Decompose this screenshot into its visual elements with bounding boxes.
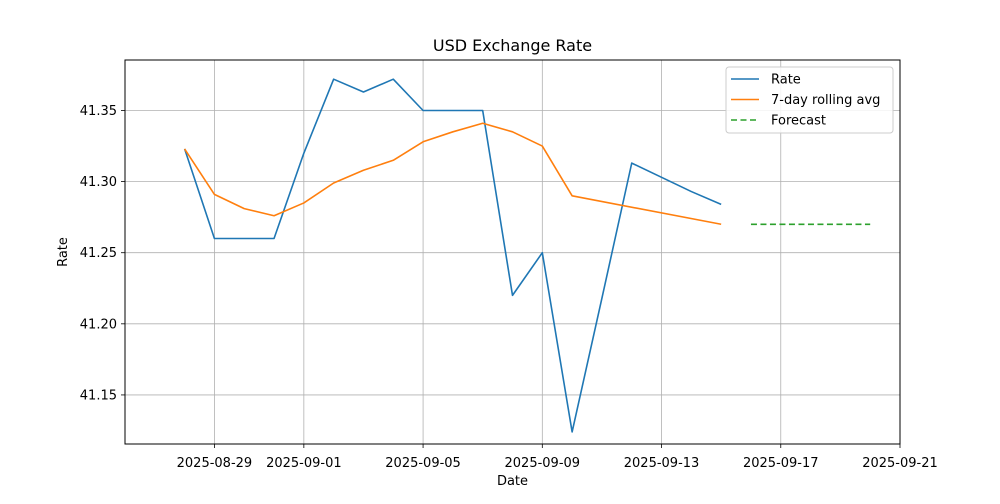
legend-box [725, 66, 894, 134]
y-tick-label: 41.25 [80, 246, 117, 261]
series-line-2 [183, 122, 722, 226]
x-tick-label: 2025-09-01 [266, 456, 342, 471]
legend-label: Forecast [771, 114, 826, 129]
x-axis-label: Date [497, 474, 528, 489]
y-tick-label: 41.20 [80, 317, 117, 332]
y-tick-label: 41.30 [80, 175, 117, 190]
x-tick-label: 2025-09-05 [385, 456, 461, 471]
x-tick-label: 2025-09-21 [862, 456, 938, 471]
y-tick-label: 41.15 [80, 388, 117, 403]
legend: Rate 7-day rolling avg Forecast [725, 66, 894, 134]
series-line-1 [183, 78, 722, 433]
series-lines [183, 78, 871, 433]
y-axis-label: Rate [56, 237, 71, 267]
y-tick-label: 41.35 [80, 104, 117, 119]
chart-title: USD Exchange Rate [433, 36, 592, 55]
axis-ticks: 2025-08-29 2025-09-01 2025-09-05 2025-09-09… [80, 104, 938, 471]
legend-label: Rate [771, 73, 801, 88]
x-tick-label: 2025-08-29 [177, 456, 253, 471]
legend-label: 7-day rolling avg [771, 93, 880, 108]
x-tick-label: 2025-09-17 [743, 456, 819, 471]
x-tick-label: 2025-09-09 [505, 456, 581, 471]
gridlines [125, 60, 901, 444]
plot-area-frame [124, 59, 901, 445]
x-tick-label: 2025-09-13 [624, 456, 700, 471]
